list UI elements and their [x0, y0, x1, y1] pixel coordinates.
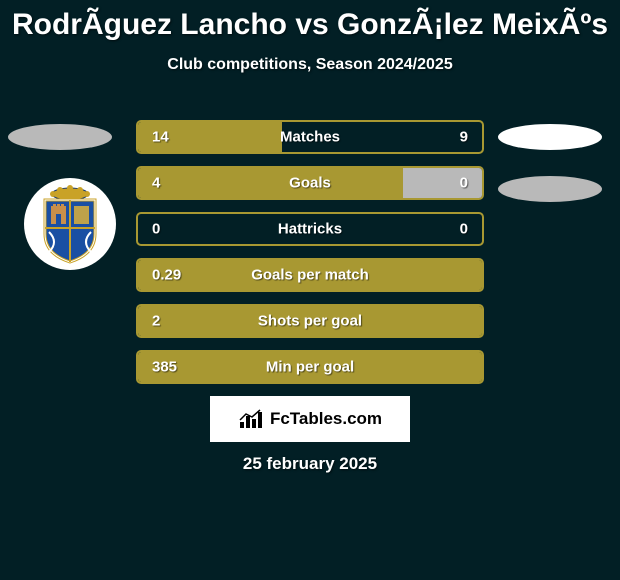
stat-row: 0Hattricks0 — [136, 212, 484, 246]
stat-label: Shots per goal — [138, 313, 482, 330]
stat-label: Goals — [138, 175, 482, 192]
shield-icon — [35, 184, 105, 264]
right-team-ellipse-mid — [498, 176, 602, 202]
left-team-ellipse — [8, 124, 112, 150]
page-title: RodrÃ­guez Lancho vs GonzÃ¡lez MeixÃºs — [0, 0, 620, 42]
stat-right-value: 9 — [460, 129, 468, 146]
date-label: 25 february 2025 — [0, 454, 620, 474]
logo-text: FcTables.com — [270, 409, 382, 429]
stat-row: 385Min per goal — [136, 350, 484, 384]
page-subtitle: Club competitions, Season 2024/2025 — [0, 56, 620, 74]
fctables-logo: FcTables.com — [210, 396, 410, 442]
stat-label: Hattricks — [138, 221, 482, 238]
right-team-ellipse-top — [498, 124, 602, 150]
stat-label: Goals per match — [138, 267, 482, 284]
club-badge — [24, 178, 116, 270]
stat-row: 4Goals0 — [136, 166, 484, 200]
stats-container: 14Matches94Goals00Hattricks00.29Goals pe… — [136, 120, 484, 396]
chart-icon — [238, 408, 264, 430]
stat-right-value: 0 — [460, 221, 468, 238]
stat-right-value: 0 — [460, 175, 468, 192]
stat-label: Min per goal — [138, 359, 482, 376]
stat-row: 2Shots per goal — [136, 304, 484, 338]
stat-row: 14Matches9 — [136, 120, 484, 154]
stat-row: 0.29Goals per match — [136, 258, 484, 292]
stat-label: Matches — [138, 129, 482, 146]
